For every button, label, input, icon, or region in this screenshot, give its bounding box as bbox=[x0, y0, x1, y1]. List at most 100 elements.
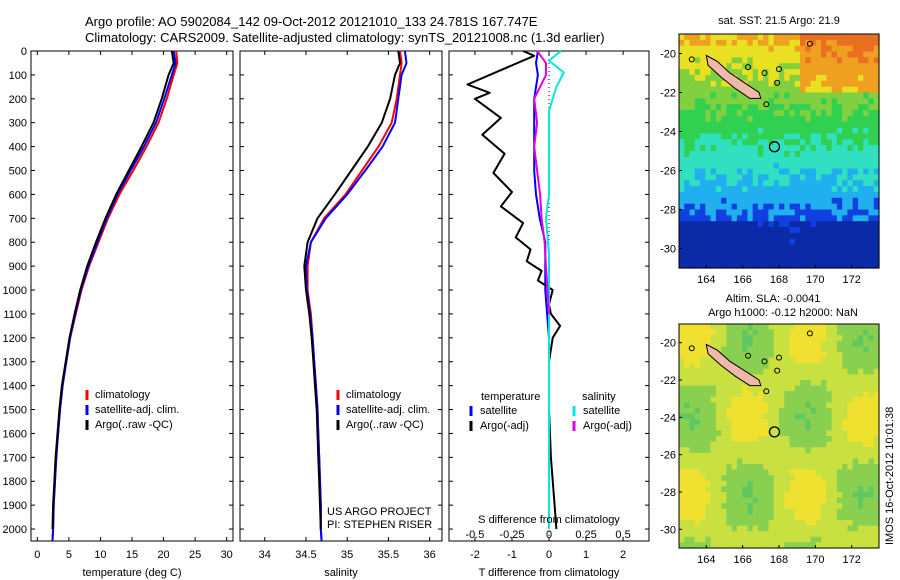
heatmap-cell bbox=[763, 45, 770, 53]
heatmap-cell bbox=[763, 419, 770, 426]
heatmap-cell bbox=[684, 424, 691, 431]
heatmap-cell bbox=[710, 238, 717, 246]
heatmap-cell bbox=[815, 335, 822, 342]
y-tick-label: -28 bbox=[660, 205, 676, 217]
heatmap-cell bbox=[857, 492, 864, 499]
heatmap-cell bbox=[700, 180, 706, 187]
heatmap-cell bbox=[710, 197, 717, 205]
heatmap-cell bbox=[721, 486, 727, 493]
heatmap-cell bbox=[715, 133, 722, 140]
heatmap-cell bbox=[726, 447, 733, 454]
heatmap-cell bbox=[868, 250, 875, 257]
heatmap-cell bbox=[726, 497, 733, 504]
heatmap-cell bbox=[857, 508, 864, 515]
heatmap-cell bbox=[757, 536, 764, 543]
heatmap-cell bbox=[836, 80, 843, 88]
heatmap-cell bbox=[710, 191, 717, 199]
heatmap-cell bbox=[684, 69, 691, 76]
heatmap-cell bbox=[689, 525, 696, 532]
heatmap-cell bbox=[684, 98, 691, 105]
legend-header-salinity: salinity bbox=[582, 391, 616, 403]
heatmap-cell bbox=[679, 536, 685, 543]
heatmap-cell bbox=[679, 250, 685, 257]
heatmap-cell bbox=[842, 335, 849, 342]
heatmap-cell bbox=[705, 424, 712, 431]
heatmap-cell bbox=[852, 352, 859, 359]
heatmap-cell bbox=[800, 92, 806, 99]
heatmap-cell bbox=[800, 156, 806, 164]
heatmap-cell bbox=[684, 168, 691, 175]
heatmap-cell bbox=[794, 469, 801, 476]
heatmap-cell bbox=[873, 542, 880, 549]
heatmap-cell bbox=[684, 497, 691, 504]
heatmap-cell bbox=[784, 203, 791, 211]
heatmap-cell bbox=[694, 168, 701, 175]
heatmap-cell bbox=[847, 520, 854, 527]
heatmap-cell bbox=[715, 110, 722, 117]
heatmap-cell bbox=[836, 447, 843, 454]
heatmap-cell bbox=[805, 413, 812, 420]
heatmap-cell bbox=[836, 151, 843, 158]
heatmap-cell bbox=[821, 256, 827, 263]
heatmap-cell bbox=[747, 508, 754, 515]
heatmap-cell bbox=[815, 413, 822, 420]
heatmap-cell bbox=[757, 441, 764, 448]
heatmap-cell bbox=[757, 186, 764, 193]
x-tick-label: 35.5 bbox=[378, 549, 399, 561]
heatmap-cell bbox=[868, 197, 875, 205]
heatmap-cell bbox=[694, 133, 701, 140]
heatmap-cell bbox=[847, 121, 854, 129]
heatmap-cell bbox=[694, 363, 701, 370]
heatmap-cell bbox=[815, 115, 822, 123]
heatmap-cell bbox=[831, 186, 838, 193]
heatmap-cell bbox=[731, 133, 738, 140]
heatmap-cell bbox=[679, 424, 685, 431]
heatmap-cell bbox=[742, 209, 749, 216]
heatmap-cell bbox=[857, 536, 864, 543]
heatmap-cell bbox=[726, 525, 733, 532]
heatmap-cell bbox=[731, 45, 738, 53]
heatmap-cell bbox=[852, 232, 859, 240]
heatmap-cell bbox=[821, 168, 827, 175]
heatmap-cell bbox=[689, 475, 696, 482]
heatmap-cell bbox=[794, 497, 801, 504]
heatmap-cell bbox=[815, 408, 822, 415]
heatmap-cell bbox=[794, 256, 801, 263]
heatmap-cell bbox=[863, 34, 870, 41]
heatmap-cell bbox=[679, 542, 685, 549]
heatmap-cell bbox=[857, 531, 864, 538]
heatmap-cell bbox=[694, 424, 701, 431]
heatmap-cell bbox=[810, 419, 817, 426]
heatmap-cell bbox=[700, 69, 706, 76]
heatmap-cell bbox=[694, 145, 701, 152]
heatmap-cell bbox=[805, 262, 812, 269]
heatmap-cell bbox=[779, 396, 785, 403]
heatmap-cell bbox=[736, 430, 743, 437]
heatmap-cell bbox=[836, 197, 843, 205]
heatmap-cell bbox=[794, 86, 801, 94]
heatmap-cell bbox=[715, 531, 722, 538]
heatmap-cell bbox=[721, 104, 727, 111]
heatmap-cell bbox=[826, 374, 833, 381]
heatmap-cell bbox=[721, 203, 727, 211]
heatmap-cell bbox=[773, 133, 780, 140]
heatmap-cell bbox=[700, 238, 706, 246]
heatmap-cell bbox=[731, 215, 738, 222]
heatmap-cell bbox=[794, 368, 801, 375]
legend-label: satellite-adj. clim. bbox=[346, 404, 430, 416]
heatmap-cell bbox=[810, 391, 817, 398]
heatmap-cell bbox=[810, 525, 817, 532]
heatmap-cell bbox=[821, 244, 827, 252]
heatmap-cell bbox=[773, 447, 780, 454]
heatmap-cell bbox=[757, 380, 764, 387]
heatmap-cell bbox=[810, 458, 817, 465]
heatmap-cell bbox=[773, 145, 780, 152]
heatmap-cell bbox=[836, 168, 843, 175]
heatmap-cell bbox=[873, 168, 880, 175]
heatmap-cell bbox=[826, 424, 833, 431]
heatmap-cell bbox=[805, 368, 812, 375]
heatmap-cell bbox=[726, 536, 733, 543]
heatmap-cell bbox=[694, 447, 701, 454]
heatmap-cell bbox=[836, 335, 843, 342]
heatmap-cell bbox=[789, 238, 796, 246]
